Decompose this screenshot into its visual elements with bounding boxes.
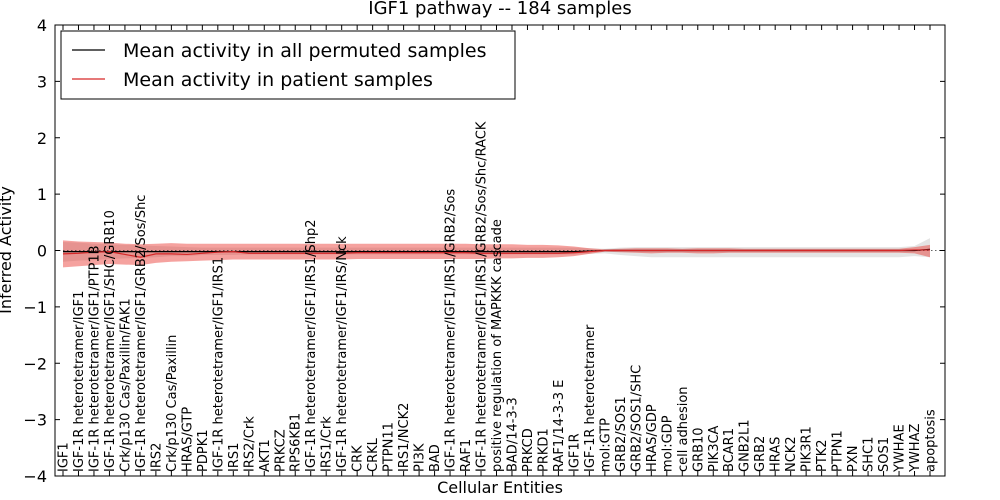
y-tick-label: −3 xyxy=(23,411,47,430)
category-label: HRAS/GTP xyxy=(180,407,195,472)
x-axis-ticks: IGF1 IGF-1R heterotetramer/IGF1 IGF-1R het… xyxy=(57,25,939,476)
category-label: Crk/p130 Cas/Paxillin/FAK1 xyxy=(118,298,133,472)
line-patient-mean xyxy=(62,249,930,258)
category-label: PIK3CA xyxy=(707,425,722,472)
category-label: YWHAE xyxy=(893,424,908,473)
y-tick-label: 0 xyxy=(37,242,47,261)
category-label: PRKD1 xyxy=(536,428,551,472)
band-permuted xyxy=(63,238,930,262)
category-label: RPS6KB1 xyxy=(289,413,304,472)
category-label: IRS2/Crk xyxy=(242,416,257,472)
category-label: IGF-1R heterotetramer/IGF1/IRS1/GRB2/Sos… xyxy=(475,121,490,472)
category-label: GNB2L1 xyxy=(738,419,753,472)
legend-label-permuted: Mean activity in all permuted samples xyxy=(123,40,486,62)
category-label: cell adhesion xyxy=(676,386,691,472)
y-tick-label: 2 xyxy=(37,129,47,148)
category-label: IRS1/NCK2 xyxy=(397,403,412,472)
category-label: NCK2 xyxy=(784,436,799,472)
category-label: IGF-1R heterotetramer/IGF1/IRS1/GRB2/Sos xyxy=(444,189,459,472)
y-tick-label: −1 xyxy=(23,298,47,317)
category-label: mol:GTP xyxy=(598,418,613,472)
y-tick-label: 1 xyxy=(37,185,47,204)
category-label: IGF-1R heterotetramer/IGF1/PTP1B xyxy=(87,245,102,472)
category-label: IGF1 xyxy=(57,442,72,472)
plot-frame xyxy=(54,24,946,477)
category-label: RAF1/14-3-3 E xyxy=(552,380,567,472)
y-axis-ticks: −4 −3 −2 −1 0 1 2 3 4 xyxy=(23,16,945,486)
category-label: PTPN11 xyxy=(382,422,397,472)
category-label: IGF-1R heterotetramer/IGF1/SHC/GRB10 xyxy=(103,210,118,472)
category-label: SHC1 xyxy=(862,437,877,472)
y-tick-label: 4 xyxy=(37,16,47,35)
category-label: PDPK1 xyxy=(196,430,211,473)
category-label: IGF-1R heterotetramer/IGF1/GRB2/Sos/Shc xyxy=(134,195,149,472)
category-label: IGF-1R heterotetramer/IGF1/IRS1/Shp2 xyxy=(304,219,319,472)
category-label: PI3K xyxy=(413,443,428,472)
legend-box xyxy=(60,30,516,100)
legend: Mean activity in all permuted samples Me… xyxy=(60,30,516,100)
category-label: SOS1 xyxy=(877,437,892,472)
legend-label-patient: Mean activity in patient samples xyxy=(123,69,433,91)
y-tick-label: −4 xyxy=(23,467,47,486)
category-label: IGF-1R heterotetramer xyxy=(583,324,598,472)
category-label: PRKCZ xyxy=(273,429,288,472)
category-label: apoptosis xyxy=(924,409,939,472)
category-label: HRAS/GDP xyxy=(645,404,660,472)
category-label: IGF1R xyxy=(567,433,582,472)
category-label: mol:GDP xyxy=(660,415,675,472)
category-label: BAD/14-3-3 xyxy=(505,397,520,472)
category-label: IGF-1R heterotetramer/IGF1/IRS1 xyxy=(211,257,226,472)
category-label: CRK xyxy=(351,445,366,472)
category-label: IRS1/Crk xyxy=(320,416,335,472)
y-axis-label: Inferred Activity xyxy=(0,186,15,314)
category-label: AKT1 xyxy=(258,439,273,472)
category-label: PXN xyxy=(846,446,861,472)
category-label: BAD xyxy=(428,444,443,472)
y-tick-label: 3 xyxy=(37,72,47,91)
category-label: GRB2/SOS1/SHC xyxy=(629,365,644,472)
category-label: RAF1 xyxy=(459,439,474,472)
category-label: BCAR1 xyxy=(722,428,737,472)
x-axis-label: Cellular Entities xyxy=(437,478,563,497)
category-label: HRAS xyxy=(769,437,784,472)
category-label: PTPN1 xyxy=(831,430,846,472)
category-label: PRKCD xyxy=(521,428,536,472)
category-label: GRB2/SOS1 xyxy=(614,396,629,472)
chart-title: IGF1 pathway -- 184 samples xyxy=(368,0,631,19)
category-label: IRS1 xyxy=(227,443,242,472)
category-label: GRB2 xyxy=(753,436,768,472)
category-label: positive regulation of MAPKKK cascade xyxy=(490,219,505,472)
category-label: YWHAZ xyxy=(908,424,923,473)
category-label: PIK3R1 xyxy=(800,426,815,472)
category-label: GRB10 xyxy=(691,427,706,472)
y-tick-label: −2 xyxy=(23,354,47,373)
category-label: PTK2 xyxy=(815,439,830,472)
category-label: IRS2 xyxy=(149,443,164,472)
category-label: Crk/p130 Cas/Paxillin xyxy=(165,335,180,472)
category-label: IGF-1R heterotetramer/IGF1 xyxy=(72,291,87,472)
category-label: CRKL xyxy=(366,437,381,472)
category-label: IGF-1R heterotetramer/IGF1/IRS/Nck xyxy=(335,236,350,472)
series-lines xyxy=(62,248,931,258)
